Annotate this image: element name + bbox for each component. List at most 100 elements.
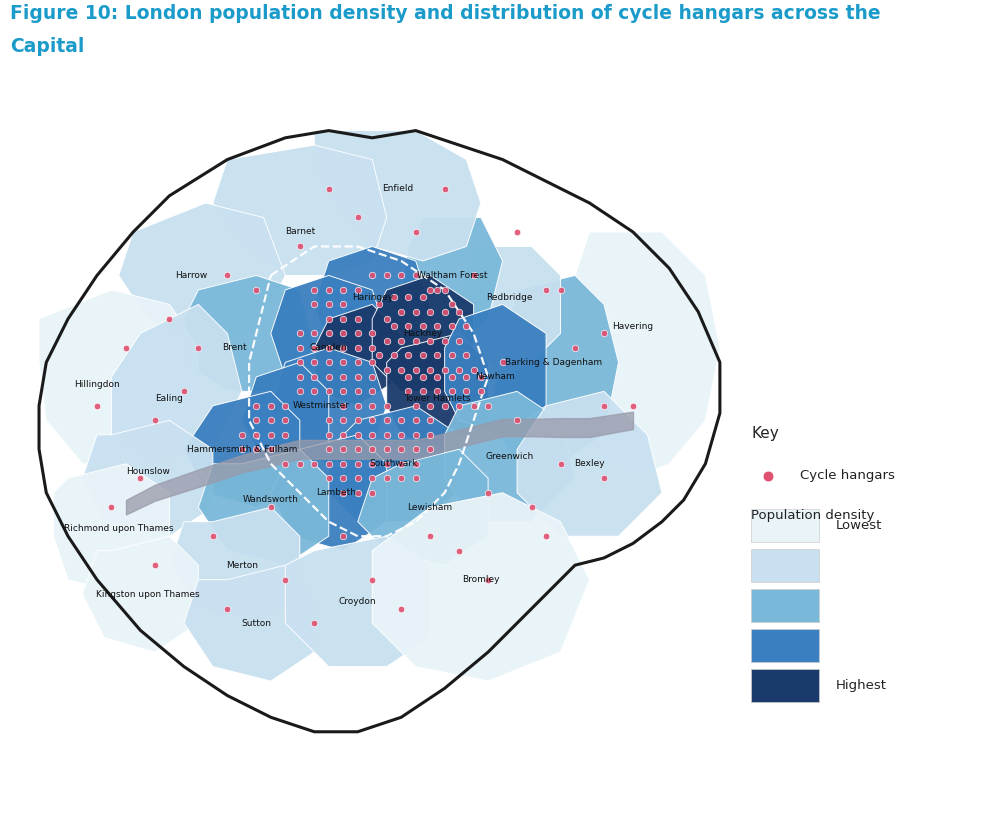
Point	[350, 428, 366, 442]
Polygon shape	[329, 406, 459, 522]
Text: Highest: Highest	[836, 679, 887, 692]
Point	[335, 341, 351, 354]
Text: Barking & Dagenham: Barking & Dagenham	[505, 358, 602, 367]
Point	[386, 319, 402, 333]
Point	[335, 384, 351, 398]
Text: Population density: Population density	[751, 509, 875, 522]
Text: Westminster: Westminster	[293, 401, 350, 410]
Polygon shape	[560, 232, 720, 478]
Point	[350, 327, 366, 340]
Point	[278, 428, 294, 442]
Polygon shape	[517, 391, 662, 536]
Point	[423, 363, 439, 376]
Point	[335, 370, 351, 384]
FancyBboxPatch shape	[751, 629, 819, 662]
Point	[414, 290, 431, 304]
Point	[378, 472, 394, 485]
Point	[466, 399, 482, 413]
Point	[335, 327, 351, 340]
Point	[423, 443, 439, 456]
Polygon shape	[459, 246, 560, 377]
Point	[263, 443, 279, 456]
Point	[350, 283, 366, 296]
Point	[321, 428, 337, 442]
Point	[306, 617, 322, 630]
Polygon shape	[112, 305, 241, 463]
Point	[430, 384, 446, 398]
Polygon shape	[445, 305, 546, 435]
Point	[451, 363, 467, 376]
Point	[335, 443, 351, 456]
Text: Greenwich: Greenwich	[486, 452, 534, 461]
FancyBboxPatch shape	[751, 589, 819, 622]
Point	[451, 544, 467, 557]
Point	[335, 356, 351, 369]
Point	[393, 428, 409, 442]
Polygon shape	[386, 334, 488, 449]
Point	[321, 472, 337, 485]
Text: Hillingdon: Hillingdon	[74, 379, 120, 389]
Point	[437, 283, 453, 296]
Point	[364, 399, 380, 413]
Point	[335, 457, 351, 470]
Point	[444, 349, 460, 362]
Text: Wandsworth: Wandsworth	[242, 496, 299, 504]
Point	[480, 573, 496, 587]
Point	[407, 399, 424, 413]
Point	[233, 428, 249, 442]
Polygon shape	[372, 275, 474, 391]
Text: Merton: Merton	[225, 561, 258, 570]
Point	[263, 428, 279, 442]
Point	[400, 349, 416, 362]
Point	[248, 443, 265, 456]
Point	[350, 443, 366, 456]
Text: Harrow: Harrow	[175, 271, 207, 280]
Point	[459, 384, 475, 398]
Polygon shape	[372, 493, 590, 681]
Point	[567, 341, 583, 354]
Point	[407, 428, 424, 442]
Point	[386, 290, 402, 304]
Point	[444, 298, 460, 311]
Point	[350, 356, 366, 369]
Point	[393, 363, 409, 376]
Point	[523, 501, 539, 514]
Point	[176, 384, 192, 398]
Point	[335, 428, 351, 442]
Point	[278, 414, 294, 427]
Point	[321, 283, 337, 296]
Point	[118, 341, 134, 354]
Point	[292, 384, 308, 398]
Point	[437, 399, 453, 413]
Point	[407, 414, 424, 427]
Point	[414, 319, 431, 333]
FancyBboxPatch shape	[751, 669, 819, 702]
Point	[321, 356, 337, 369]
Point	[306, 327, 322, 340]
Point	[437, 182, 453, 196]
Point	[321, 384, 337, 398]
Point	[393, 443, 409, 456]
Point	[538, 529, 554, 542]
Point	[407, 269, 424, 282]
Point	[393, 472, 409, 485]
Point	[350, 486, 366, 499]
Point	[423, 529, 439, 542]
Point	[364, 472, 380, 485]
Point	[248, 399, 265, 413]
Text: Hammersmith & Fulham: Hammersmith & Fulham	[187, 445, 297, 453]
Point	[393, 602, 409, 616]
Text: Waltham Forest: Waltham Forest	[416, 271, 487, 280]
Point	[552, 283, 568, 296]
Point	[321, 327, 337, 340]
Point	[451, 334, 467, 347]
Point	[321, 370, 337, 384]
Polygon shape	[169, 508, 300, 623]
Polygon shape	[286, 536, 431, 666]
FancyBboxPatch shape	[751, 509, 819, 542]
Point	[451, 305, 467, 319]
Point	[335, 414, 351, 427]
Point	[321, 341, 337, 354]
Polygon shape	[82, 536, 198, 652]
Polygon shape	[184, 391, 300, 508]
